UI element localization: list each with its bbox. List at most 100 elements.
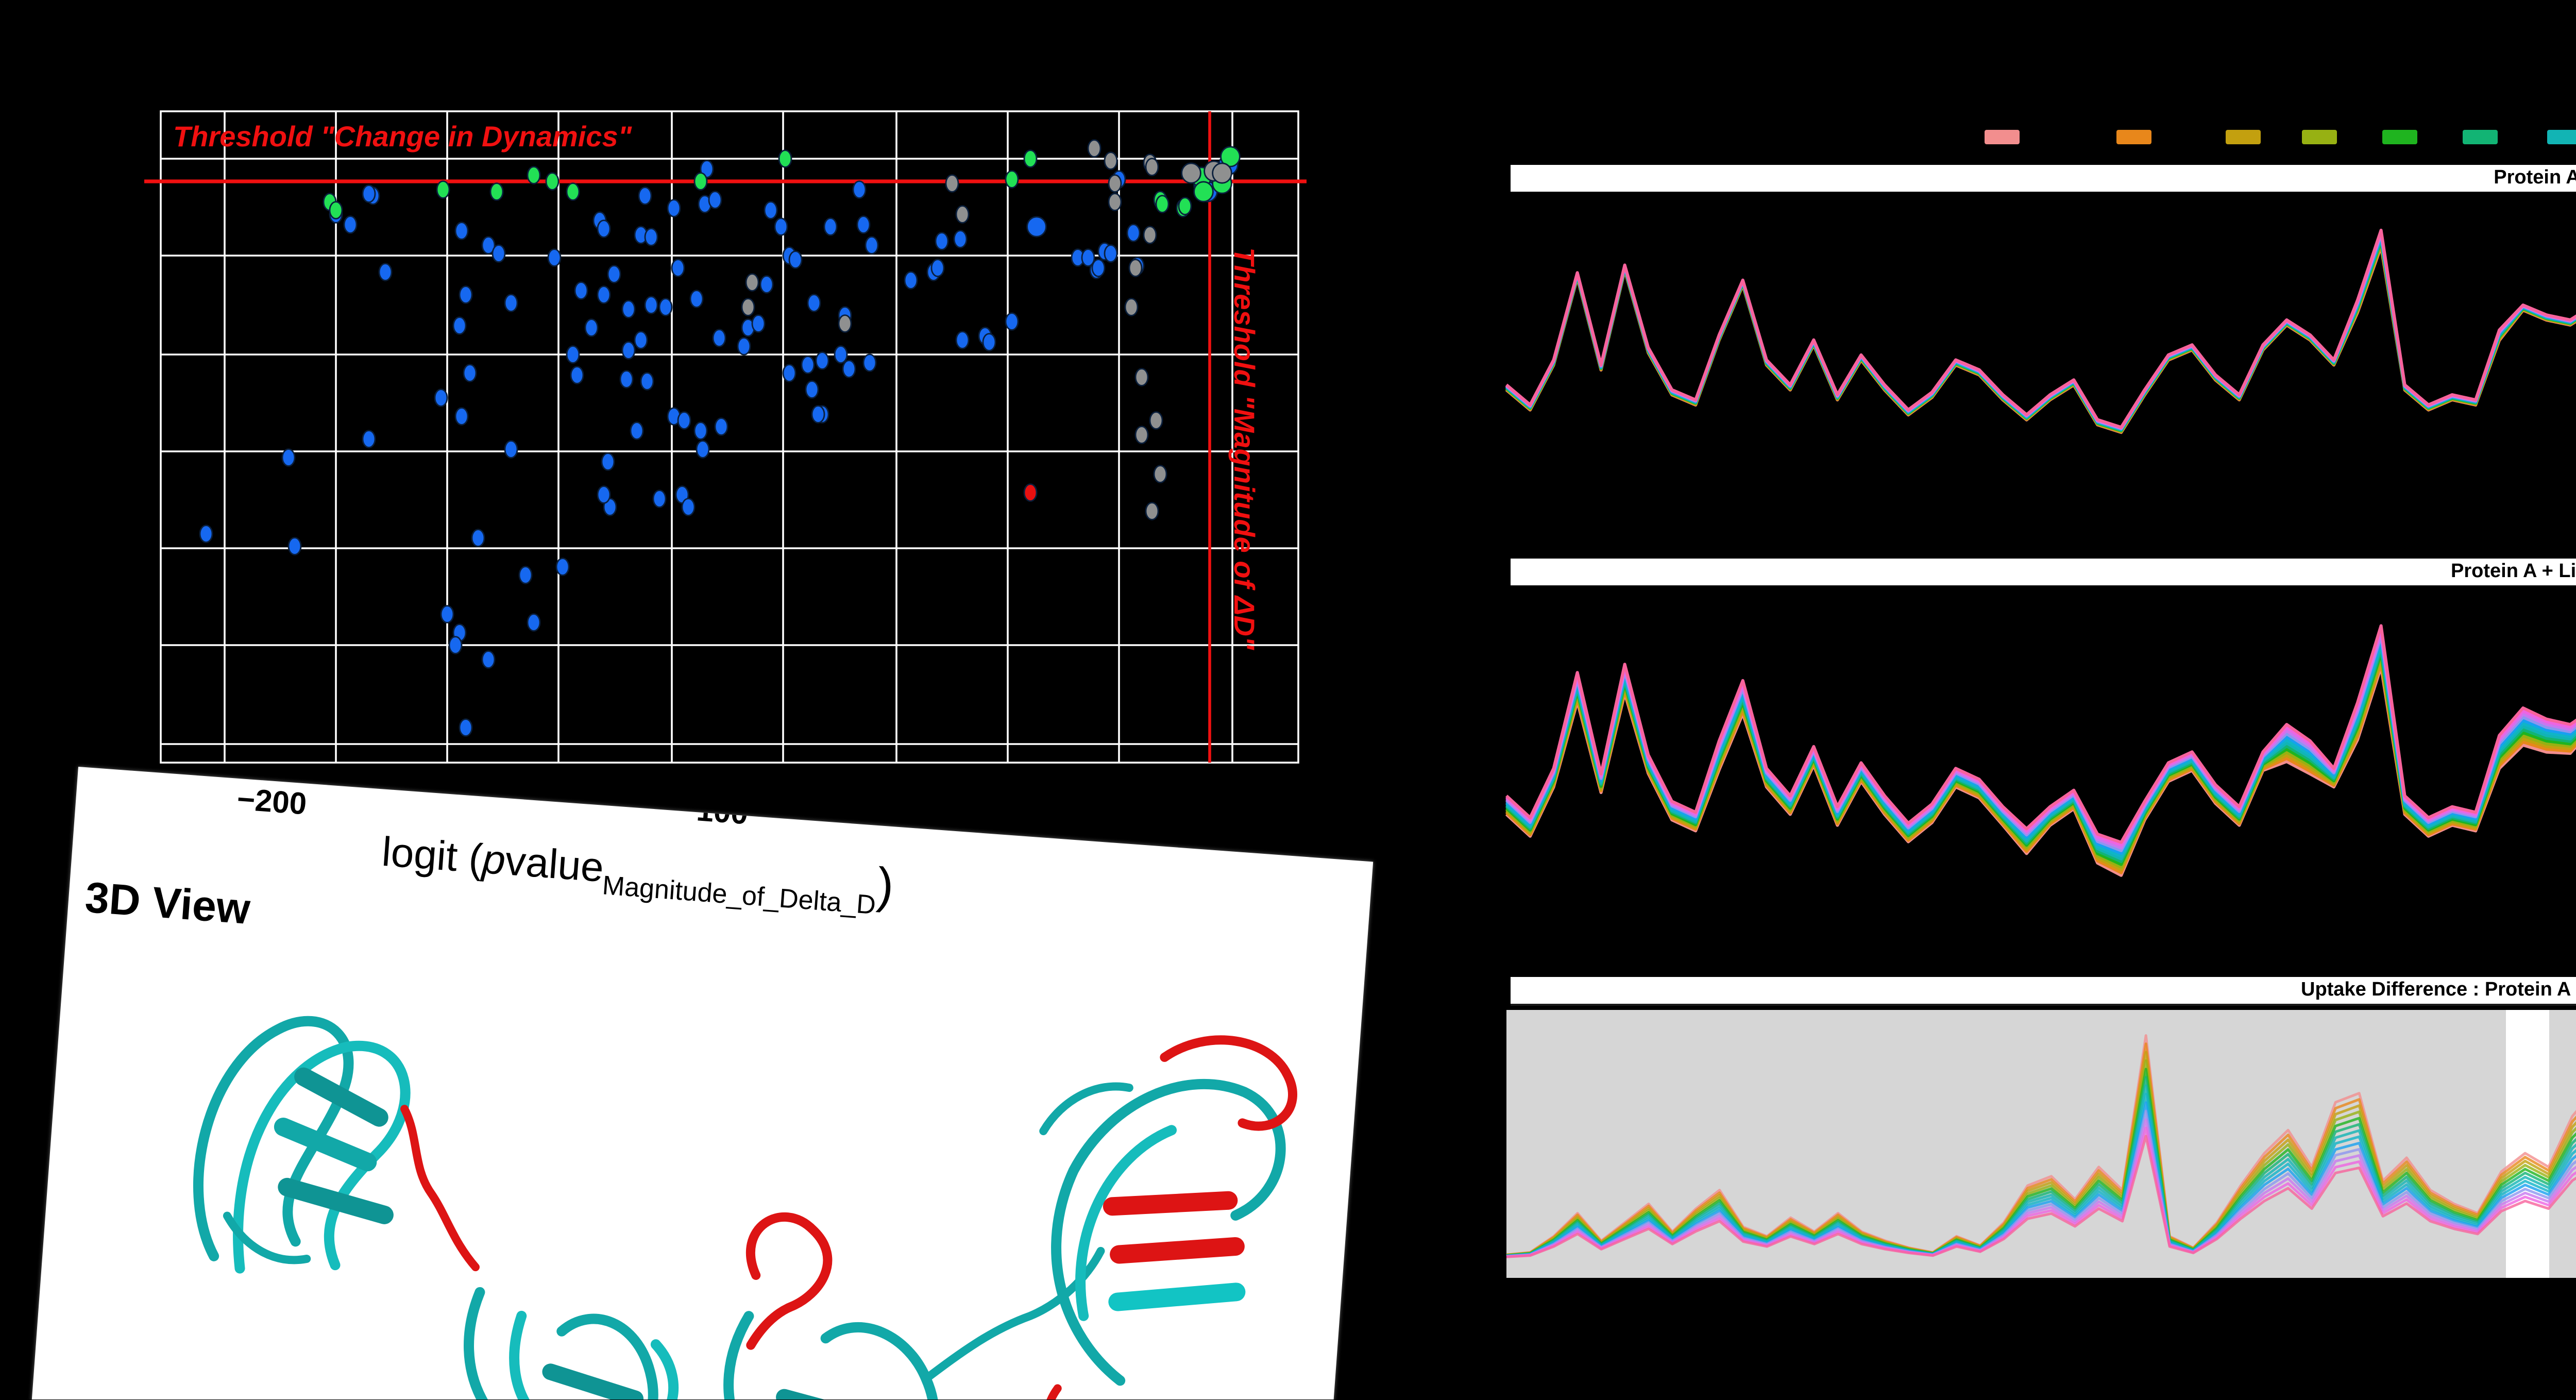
scatter-point[interactable] bbox=[630, 421, 644, 440]
scatter-point[interactable] bbox=[955, 331, 970, 349]
scatter-point[interactable] bbox=[621, 341, 636, 360]
scatter-point[interactable] bbox=[601, 452, 615, 471]
scatter-point[interactable] bbox=[1124, 298, 1139, 316]
scatter-point[interactable] bbox=[842, 360, 856, 378]
scatter-point[interactable] bbox=[904, 271, 918, 290]
scatter-point[interactable] bbox=[362, 184, 376, 203]
scatter-point[interactable] bbox=[452, 316, 467, 335]
scatter-point[interactable] bbox=[638, 187, 652, 205]
legend-swatch[interactable] bbox=[2463, 130, 2498, 144]
scatter-point[interactable] bbox=[454, 222, 469, 240]
scatter-point[interactable] bbox=[714, 417, 728, 436]
scatter-point[interactable] bbox=[570, 366, 584, 384]
scatter-point[interactable] bbox=[955, 205, 970, 224]
scatter-point[interactable] bbox=[199, 525, 213, 543]
scatter-point[interactable] bbox=[982, 333, 996, 351]
scatter-point[interactable] bbox=[862, 353, 877, 372]
legend-swatch[interactable] bbox=[2302, 130, 2337, 144]
legend-swatch[interactable] bbox=[2226, 130, 2261, 144]
legend-swatch[interactable] bbox=[2382, 130, 2417, 144]
scatter-point[interactable] bbox=[774, 217, 788, 236]
scatter-point[interactable] bbox=[640, 372, 654, 391]
scatter-point[interactable] bbox=[574, 281, 588, 300]
scatter-point[interactable] bbox=[619, 370, 634, 389]
scatter-point[interactable] bbox=[1087, 139, 1101, 158]
scatter-point[interactable] bbox=[658, 298, 673, 316]
scatter-point[interactable] bbox=[504, 440, 518, 459]
scatter-point[interactable] bbox=[712, 329, 726, 347]
scatter-point[interactable] bbox=[1134, 368, 1149, 386]
scatter-point[interactable] bbox=[801, 356, 815, 374]
scatter-point[interactable] bbox=[865, 236, 879, 255]
scatter-point[interactable] bbox=[434, 389, 448, 407]
scatter-point[interactable] bbox=[644, 228, 658, 246]
scatter-point[interactable] bbox=[481, 650, 496, 669]
scatter-point[interactable] bbox=[547, 248, 562, 267]
scatter-point[interactable] bbox=[1220, 146, 1241, 167]
scatter-point[interactable] bbox=[693, 172, 708, 191]
scatter-point[interactable] bbox=[834, 345, 848, 364]
scatter-point[interactable] bbox=[782, 364, 796, 382]
scatter-point[interactable] bbox=[287, 537, 302, 555]
scatter-point[interactable] bbox=[454, 407, 469, 426]
scatter-point[interactable] bbox=[527, 613, 541, 632]
scatter-point[interactable] bbox=[440, 605, 454, 623]
scatter-point[interactable] bbox=[1023, 149, 1038, 168]
scatter-point[interactable] bbox=[1081, 248, 1095, 267]
scatter-point[interactable] bbox=[1091, 259, 1106, 277]
scatter-point[interactable] bbox=[764, 201, 778, 220]
scatter-point[interactable] bbox=[504, 294, 518, 312]
uptake-chart-protein-a-ligand[interactable] bbox=[1505, 592, 2576, 952]
scatter-point[interactable] bbox=[667, 199, 681, 217]
scatter-point[interactable] bbox=[689, 290, 704, 308]
scatter-point[interactable] bbox=[759, 275, 774, 294]
scatter-point[interactable] bbox=[852, 180, 867, 199]
scatter-point[interactable] bbox=[362, 430, 376, 448]
scatter-point[interactable] bbox=[621, 300, 636, 318]
scatter-point[interactable] bbox=[805, 380, 819, 399]
legend-swatch[interactable] bbox=[2116, 130, 2151, 144]
scatter-point[interactable] bbox=[953, 230, 968, 248]
legend-swatch[interactable] bbox=[2547, 130, 2576, 144]
scatter-point[interactable] bbox=[597, 485, 611, 504]
scatter-point[interactable] bbox=[1143, 226, 1157, 244]
scatter-point[interactable] bbox=[1005, 312, 1019, 331]
scatter-point[interactable] bbox=[1026, 216, 1047, 238]
scatter-point[interactable] bbox=[566, 182, 580, 201]
scatter-point[interactable] bbox=[489, 182, 504, 201]
scatter-point[interactable] bbox=[555, 558, 570, 576]
scatter-point[interactable] bbox=[741, 298, 755, 316]
scatter-point[interactable] bbox=[1005, 170, 1019, 189]
scatter-point[interactable] bbox=[708, 191, 722, 209]
scatter-point[interactable] bbox=[1155, 195, 1170, 213]
scatter-point[interactable] bbox=[329, 201, 343, 220]
scatter-point[interactable] bbox=[788, 250, 803, 269]
scatter-point[interactable] bbox=[1134, 426, 1149, 444]
scatter-point[interactable] bbox=[459, 285, 473, 304]
scatter-point[interactable] bbox=[471, 529, 485, 547]
scatter-point[interactable] bbox=[807, 294, 821, 312]
scatter-point[interactable] bbox=[856, 215, 871, 234]
scatter-point[interactable] bbox=[481, 236, 496, 255]
scatter-point[interactable] bbox=[935, 232, 949, 250]
scatter-point[interactable] bbox=[597, 285, 611, 304]
scatter-point[interactable] bbox=[492, 244, 506, 263]
scatter-point[interactable] bbox=[527, 166, 541, 184]
scatter-point[interactable] bbox=[811, 405, 825, 424]
scatter-point[interactable] bbox=[1193, 181, 1214, 203]
scatter-point[interactable] bbox=[696, 440, 710, 459]
uptake-chart-protein-a[interactable] bbox=[1505, 198, 2576, 534]
scatter-point[interactable] bbox=[652, 490, 667, 508]
scatter-point[interactable] bbox=[677, 411, 691, 430]
scatter-point[interactable] bbox=[1145, 158, 1159, 176]
scatter-point[interactable] bbox=[545, 172, 560, 191]
scatter-point[interactable] bbox=[1126, 224, 1141, 242]
scatter-point[interactable] bbox=[281, 448, 296, 467]
scatter-point[interactable] bbox=[838, 314, 852, 333]
scatter-point[interactable] bbox=[566, 345, 580, 364]
scatter-point[interactable] bbox=[1108, 174, 1122, 193]
scatter-point[interactable] bbox=[1178, 197, 1192, 215]
scatter-point[interactable] bbox=[1023, 483, 1038, 502]
scatter-point[interactable] bbox=[644, 296, 658, 314]
